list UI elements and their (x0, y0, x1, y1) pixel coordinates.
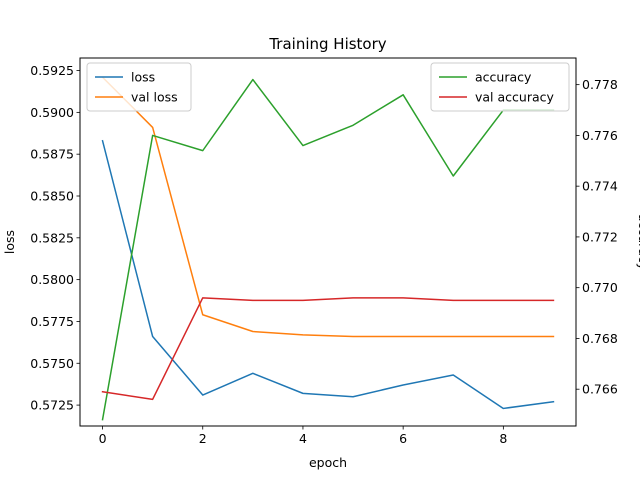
legend-label: loss (131, 70, 155, 85)
y-left-tick-label: 0.5775 (30, 314, 74, 329)
y-left-tick-label: 0.5875 (30, 147, 74, 162)
y-left-tick-label: 0.5850 (30, 189, 74, 204)
legend-label: val accuracy (475, 90, 555, 105)
legend-left: loss val loss (86, 62, 192, 112)
series-line-val-loss (101, 76, 555, 338)
plot-area (101, 76, 555, 421)
axis-ticks: 0 2 4 6 8 0.5725 0.5750 0.5775 0.5800 0.5825 0.585… (30, 63, 618, 446)
y-left-tick-label: 0.5825 (30, 230, 74, 245)
legend-label: accuracy (475, 70, 532, 85)
y-left-tick-label: 0.5900 (30, 105, 74, 120)
y-right-tick-label: 0.772 (582, 229, 618, 244)
legends: loss val loss accuracy val accuracy (86, 62, 570, 112)
legend-label: val loss (131, 90, 178, 105)
series-line-loss (101, 139, 555, 410)
y-left-tick-label: 0.5925 (30, 63, 74, 78)
legend-box (430, 62, 570, 112)
axes-frame (79, 57, 577, 427)
y-axis-left-label: loss (2, 230, 17, 254)
y-right-tick-label: 0.768 (582, 331, 618, 346)
y-left-tick-label: 0.5800 (30, 272, 74, 287)
x-axis-label: epoch (309, 455, 347, 470)
y-right-tick-label: 0.766 (582, 382, 618, 397)
x-tick-label: 0 (99, 431, 107, 446)
y-right-tick-label: 0.774 (582, 179, 618, 194)
chart-title: Training History (268, 35, 386, 53)
y-left-tick-label: 0.5725 (30, 398, 74, 413)
series-line-accuracy (101, 78, 555, 421)
legend-right: accuracy val accuracy (430, 62, 570, 112)
x-tick-label: 4 (299, 431, 307, 446)
y-right-tick-label: 0.778 (582, 77, 618, 92)
x-tick-label: 8 (499, 431, 507, 446)
y-right-tick-label: 0.776 (582, 128, 618, 143)
legend-box (86, 62, 192, 112)
y-left-tick-label: 0.5750 (30, 356, 74, 371)
y-right-tick-label: 0.770 (582, 280, 618, 295)
series-line-val-accuracy (101, 297, 555, 401)
x-tick-label: 6 (399, 431, 407, 446)
y-axis-right-label: accuracy (636, 214, 640, 271)
x-tick-label: 2 (199, 431, 207, 446)
